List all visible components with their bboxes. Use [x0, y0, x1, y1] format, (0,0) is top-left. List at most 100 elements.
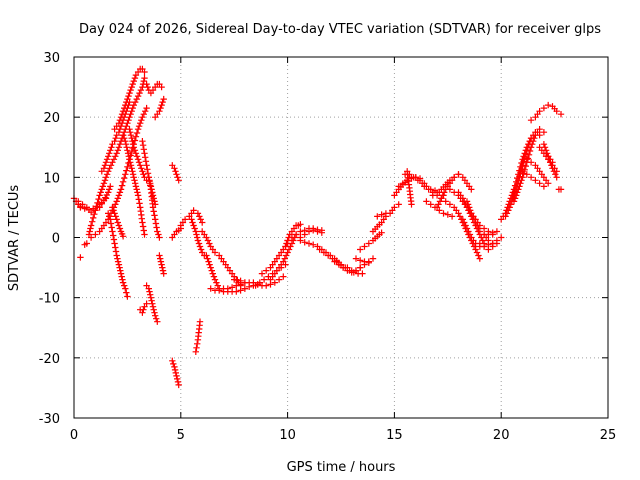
data-point: [128, 83, 135, 91]
data-point: [448, 213, 456, 220]
data-point: [157, 104, 164, 112]
data-point: [174, 378, 182, 386]
data-point: [106, 165, 113, 172]
data-point: [468, 210, 475, 217]
data-point: [410, 174, 417, 181]
data-point: [83, 240, 90, 247]
data-point: [149, 204, 157, 211]
data-point: [114, 255, 121, 262]
axis-ticks: 0 5 10 15 20 25 -30 -20 -10 0 10 20 30: [39, 51, 617, 443]
data-point: [160, 270, 167, 277]
data-point: [119, 132, 127, 139]
data-point: [540, 141, 548, 148]
data-point: [98, 200, 105, 207]
data-point: [105, 189, 112, 196]
data-point: [378, 211, 385, 218]
data-point: [174, 174, 181, 181]
data-point: [115, 144, 123, 151]
data-point: [94, 199, 101, 207]
data-point: [128, 108, 135, 115]
data-point: [121, 174, 128, 182]
data-point: [135, 123, 143, 130]
data-point: [352, 267, 360, 274]
data-point: [86, 228, 93, 235]
data-point: [237, 287, 244, 294]
data-point: [199, 219, 206, 226]
data-point: [171, 165, 178, 172]
data-point: [459, 195, 466, 202]
data-point: [433, 189, 441, 196]
data-point: [132, 133, 140, 140]
data-point: [114, 258, 122, 265]
data-point: [113, 216, 120, 223]
data-point: [123, 98, 130, 106]
data-point: [205, 258, 212, 265]
data-point: [425, 186, 432, 193]
data-point: [344, 264, 351, 271]
data-point: [310, 241, 317, 248]
data-point: [117, 270, 125, 277]
data-point: [92, 231, 99, 238]
data-point: [112, 244, 119, 251]
data-point: [130, 174, 137, 181]
data-point: [469, 213, 476, 220]
data-point: [141, 68, 148, 76]
data-point: [190, 207, 197, 214]
data-point: [140, 77, 147, 85]
data-point: [536, 108, 543, 115]
data-point: [117, 186, 125, 193]
data-point: [552, 171, 559, 178]
y-tick-label: 20: [43, 111, 60, 126]
data-point: [540, 104, 548, 112]
data-point: [193, 344, 200, 351]
data-point: [130, 144, 137, 151]
data-point: [263, 267, 270, 274]
data-point: [489, 229, 496, 236]
data-point: [157, 255, 164, 262]
data-point: [117, 267, 124, 274]
data-point: [107, 216, 114, 223]
data-point: [196, 318, 204, 325]
data-point: [142, 108, 149, 115]
data-point: [158, 83, 165, 91]
data-point: [517, 180, 524, 187]
data-point: [119, 233, 127, 240]
data-point: [111, 240, 118, 247]
data-point: [206, 261, 213, 268]
data-point: [451, 174, 458, 181]
data-point: [132, 180, 139, 187]
data-point: [440, 210, 447, 217]
data-point: [144, 83, 151, 91]
data-point: [444, 211, 451, 218]
data-point: [473, 222, 481, 229]
data-point: [134, 126, 142, 133]
data-point: [132, 98, 139, 106]
data-point: [331, 258, 338, 265]
data-point: [423, 198, 430, 205]
data-point: [140, 146, 147, 153]
data-point: [493, 237, 501, 244]
data-point: [318, 229, 325, 236]
data-point: [421, 183, 428, 190]
data-point: [132, 183, 140, 190]
data-point: [119, 276, 126, 283]
data-point: [124, 95, 131, 103]
data-point: [475, 225, 482, 232]
data-point: [139, 223, 147, 230]
data-point: [79, 201, 86, 208]
data-point: [172, 369, 179, 377]
data-point: [107, 147, 114, 154]
data-point: [127, 159, 134, 166]
data-point: [297, 228, 304, 235]
data-point: [127, 162, 135, 169]
data-point: [292, 231, 300, 238]
data-point: [102, 174, 110, 181]
data-points: [70, 65, 565, 389]
data-point: [125, 92, 132, 100]
data-point: [145, 285, 152, 292]
data-point: [197, 246, 205, 253]
data-point: [516, 183, 523, 190]
data-point: [209, 270, 216, 277]
data-point: [523, 171, 530, 178]
